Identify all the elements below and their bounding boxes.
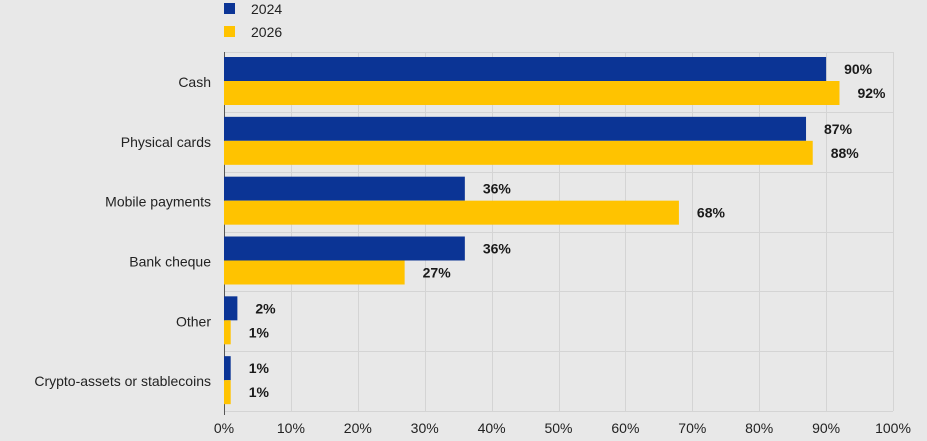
x-tick-label: 50% bbox=[544, 420, 572, 436]
data-label-2024: 36% bbox=[483, 241, 512, 257]
data-label-2024: 2% bbox=[255, 300, 276, 316]
legend-swatch-2024 bbox=[224, 3, 235, 14]
legend-label-2024: 2024 bbox=[251, 1, 282, 17]
data-labels: 90% 92% 87% 88% 36% 68% 36% 27% 2% 1% 1% 1% bbox=[249, 61, 886, 400]
x-tick-label: 20% bbox=[344, 420, 372, 436]
data-label-2026: 27% bbox=[423, 265, 452, 281]
bar-2026 bbox=[224, 380, 231, 405]
x-tick-label: 40% bbox=[478, 420, 506, 436]
category-label: Physical cards bbox=[121, 134, 211, 150]
bar-2024 bbox=[224, 356, 231, 381]
data-label-2026: 1% bbox=[249, 384, 270, 400]
category-label: Bank cheque bbox=[129, 253, 211, 269]
x-tick-label: 0% bbox=[214, 420, 234, 436]
bar-2026 bbox=[224, 200, 679, 225]
category-label: Cash bbox=[178, 74, 211, 90]
data-label-2024: 1% bbox=[249, 360, 270, 376]
x-tick-label: 70% bbox=[678, 420, 706, 436]
bar-2026 bbox=[224, 320, 231, 345]
bar-2026 bbox=[224, 260, 405, 285]
legend-label-2026: 2026 bbox=[251, 24, 282, 40]
bar-2024 bbox=[224, 57, 827, 81]
x-axis-ticks: 0% 10% 20% 30% 40% 50% 60% 70% 80% 90% 100% bbox=[214, 420, 911, 436]
x-tick-label: 60% bbox=[611, 420, 639, 436]
legend: 2024 2026 bbox=[224, 1, 282, 40]
x-tick-label: 80% bbox=[745, 420, 773, 436]
bar-2026 bbox=[224, 140, 813, 165]
bars bbox=[224, 57, 840, 405]
data-label-2026: 88% bbox=[831, 145, 860, 161]
bar-2026 bbox=[224, 81, 840, 105]
data-label-2026: 68% bbox=[697, 205, 726, 221]
category-labels: Cash Physical cards Mobile payments Bank ch… bbox=[34, 74, 211, 389]
bar-2024 bbox=[224, 116, 807, 141]
data-label-2024: 87% bbox=[824, 121, 853, 137]
data-label-2026: 92% bbox=[857, 85, 886, 101]
bar-2024 bbox=[224, 176, 465, 201]
bar-2024 bbox=[224, 236, 465, 261]
x-tick-label: 100% bbox=[875, 420, 911, 436]
legend-swatch-2026 bbox=[224, 26, 235, 37]
x-tick-label: 90% bbox=[812, 420, 840, 436]
category-label: Mobile payments bbox=[105, 194, 211, 210]
bar-2024 bbox=[224, 296, 238, 321]
data-label-2024: 36% bbox=[483, 181, 512, 197]
data-label-2024: 90% bbox=[844, 61, 873, 77]
category-label: Crypto-assets or stablecoins bbox=[34, 373, 211, 389]
category-label: Other bbox=[176, 313, 211, 329]
x-tick-label: 10% bbox=[277, 420, 305, 436]
gridlines bbox=[224, 52, 894, 415]
x-tick-label: 30% bbox=[411, 420, 439, 436]
data-label-2026: 1% bbox=[249, 324, 270, 340]
